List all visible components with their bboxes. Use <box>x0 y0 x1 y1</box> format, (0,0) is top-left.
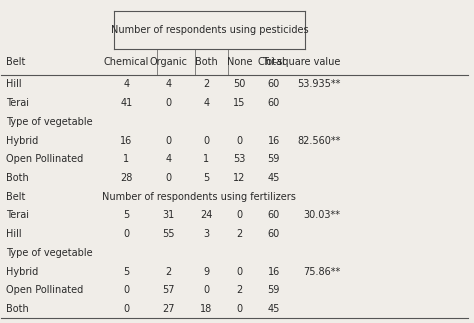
Text: 45: 45 <box>267 304 280 314</box>
Text: Type of vegetable: Type of vegetable <box>6 117 93 127</box>
Text: 16: 16 <box>120 136 132 146</box>
Text: 60: 60 <box>268 79 280 89</box>
Text: Hill: Hill <box>6 229 22 239</box>
Text: 5: 5 <box>123 266 129 276</box>
Text: 4: 4 <box>165 154 172 164</box>
Text: 59: 59 <box>267 285 280 295</box>
Text: 3: 3 <box>203 229 210 239</box>
Text: 2: 2 <box>236 229 243 239</box>
Text: Number of respondents using fertilizers: Number of respondents using fertilizers <box>102 192 296 202</box>
Text: 82.560**: 82.560** <box>297 136 341 146</box>
Text: 0: 0 <box>203 136 210 146</box>
Text: 0: 0 <box>165 136 172 146</box>
Text: Terai: Terai <box>6 98 29 108</box>
Text: 31: 31 <box>163 211 175 220</box>
Text: 0: 0 <box>123 304 129 314</box>
Text: 0: 0 <box>237 266 242 276</box>
Text: 16: 16 <box>268 266 280 276</box>
Text: 1: 1 <box>123 154 129 164</box>
Text: 0: 0 <box>203 285 210 295</box>
Text: 4: 4 <box>203 98 210 108</box>
Text: 4: 4 <box>165 79 172 89</box>
Text: 0: 0 <box>123 229 129 239</box>
Text: 55: 55 <box>163 229 175 239</box>
Text: Total: Total <box>263 57 285 67</box>
Text: Chi-square value: Chi-square value <box>258 57 341 67</box>
Text: 12: 12 <box>233 173 246 183</box>
Text: 60: 60 <box>268 211 280 220</box>
Text: Belt: Belt <box>6 192 26 202</box>
Text: Terai: Terai <box>6 211 29 220</box>
Text: 27: 27 <box>163 304 175 314</box>
Text: Chemical: Chemical <box>104 57 149 67</box>
Text: 18: 18 <box>200 304 212 314</box>
Text: 5: 5 <box>123 211 129 220</box>
Text: 60: 60 <box>268 98 280 108</box>
Text: None: None <box>227 57 252 67</box>
Text: Hybrid: Hybrid <box>6 266 38 276</box>
Text: 60: 60 <box>268 229 280 239</box>
Text: Both: Both <box>6 304 29 314</box>
Text: 4: 4 <box>123 79 129 89</box>
Text: 0: 0 <box>165 98 172 108</box>
Text: 0: 0 <box>123 285 129 295</box>
Text: Open Pollinated: Open Pollinated <box>6 285 83 295</box>
Text: Both: Both <box>195 57 218 67</box>
Text: Organic: Organic <box>150 57 188 67</box>
Text: Number of respondents using pesticides: Number of respondents using pesticides <box>111 25 309 35</box>
Text: 53.935**: 53.935** <box>297 79 341 89</box>
Text: 5: 5 <box>203 173 210 183</box>
Text: Open Pollinated: Open Pollinated <box>6 154 83 164</box>
Text: 53: 53 <box>233 154 246 164</box>
Text: 57: 57 <box>163 285 175 295</box>
Text: 0: 0 <box>165 173 172 183</box>
Text: 45: 45 <box>267 173 280 183</box>
Text: 41: 41 <box>120 98 132 108</box>
Text: 2: 2 <box>236 285 243 295</box>
Text: 2: 2 <box>165 266 172 276</box>
Text: 75.86**: 75.86** <box>303 266 341 276</box>
Text: Hill: Hill <box>6 79 22 89</box>
Text: 50: 50 <box>233 79 246 89</box>
Text: 0: 0 <box>237 304 242 314</box>
Text: 0: 0 <box>237 211 242 220</box>
Text: 9: 9 <box>203 266 210 276</box>
Text: 24: 24 <box>200 211 212 220</box>
Text: 28: 28 <box>120 173 132 183</box>
Text: Both: Both <box>6 173 29 183</box>
Text: Type of vegetable: Type of vegetable <box>6 248 93 258</box>
Text: 15: 15 <box>233 98 246 108</box>
Text: 30.03**: 30.03** <box>304 211 341 220</box>
Text: 0: 0 <box>237 136 242 146</box>
Text: Belt: Belt <box>6 57 26 67</box>
Text: 16: 16 <box>268 136 280 146</box>
Text: 1: 1 <box>203 154 210 164</box>
Text: Hybrid: Hybrid <box>6 136 38 146</box>
Text: 59: 59 <box>267 154 280 164</box>
Text: 2: 2 <box>203 79 210 89</box>
